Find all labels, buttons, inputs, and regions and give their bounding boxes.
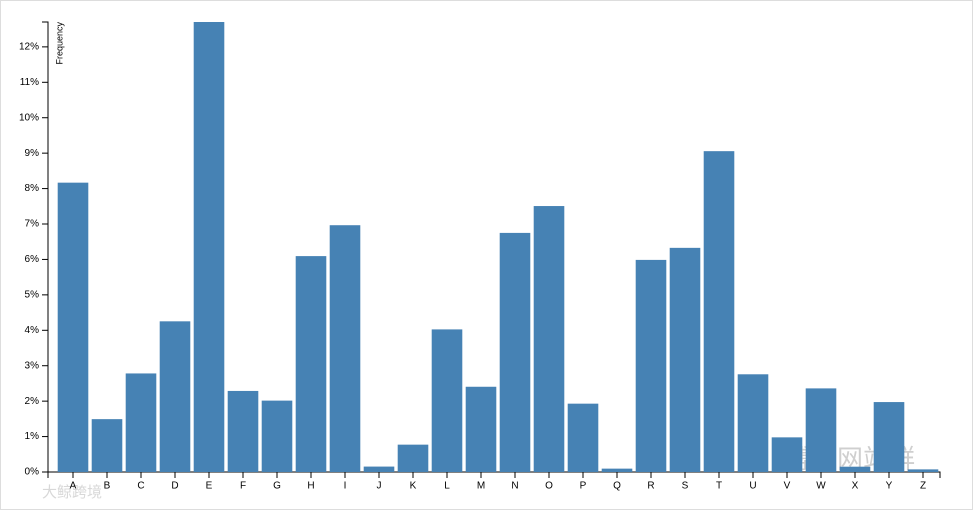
y-axis-label: Frequency (54, 22, 64, 65)
x-tick-label: X (852, 481, 859, 492)
bar (635, 259, 667, 472)
x-tick-label: G (273, 481, 281, 492)
y-tick-label: 5% (25, 290, 40, 301)
bar (805, 388, 837, 472)
x-tick-label: D (171, 481, 178, 492)
bar (261, 400, 293, 472)
y-tick-label: 2% (25, 396, 40, 407)
x-tick-label: T (716, 481, 722, 492)
bar (125, 373, 157, 472)
x-tick-label: B (104, 481, 111, 492)
x-tick-label: K (410, 481, 417, 492)
y-tick-label: 4% (25, 325, 40, 336)
x-tick-label: Z (920, 481, 926, 492)
y-tick-label: 11% (20, 77, 39, 88)
x-tick-label: P (580, 481, 587, 492)
x-tick-label: W (816, 481, 826, 492)
x-tick-label: M (477, 481, 485, 492)
bar (363, 466, 395, 472)
bar (397, 444, 429, 472)
bar (567, 403, 599, 472)
y-tick-label: 8% (25, 183, 40, 194)
bar (465, 386, 497, 472)
x-tick-label: N (511, 481, 518, 492)
bar (669, 247, 701, 472)
bar (329, 225, 361, 472)
x-tick-label: A (70, 481, 77, 492)
x-tick-label: L (444, 481, 450, 492)
y-tick-label: 3% (25, 360, 40, 371)
bar (737, 374, 769, 472)
x-tick-label: I (344, 481, 347, 492)
bar (431, 329, 463, 472)
bar (907, 469, 939, 472)
x-tick-label: Y (886, 481, 893, 492)
y-tick-label: 1% (25, 431, 40, 442)
bar (703, 151, 735, 472)
y-tick-label: 7% (25, 219, 40, 230)
bar (193, 22, 225, 472)
x-tick-label: U (749, 481, 756, 492)
bar (91, 419, 123, 472)
x-tick-label: S (682, 481, 689, 492)
bar (873, 402, 905, 472)
x-tick-label: H (307, 481, 314, 492)
x-tick-label: F (240, 481, 246, 492)
x-tick-label: V (784, 481, 791, 492)
x-tick-label: O (545, 481, 553, 492)
y-tick-label: 0% (25, 467, 40, 478)
bar (601, 468, 633, 472)
y-tick-label: 6% (25, 254, 40, 265)
bar (771, 437, 803, 472)
bar (227, 390, 259, 472)
bar (159, 321, 191, 472)
x-tick-label: C (137, 481, 144, 492)
x-tick-label: Q (613, 481, 621, 492)
x-tick-label: J (377, 481, 382, 492)
bar (499, 232, 531, 472)
y-tick-label: 9% (25, 148, 40, 159)
y-tick-label: 12% (19, 42, 39, 53)
bar (533, 206, 565, 472)
bar (57, 182, 89, 472)
x-tick-label: E (206, 481, 213, 492)
x-tick-label: R (647, 481, 654, 492)
bar (295, 256, 327, 472)
watermark: 大鲸跨境 (42, 483, 102, 501)
bar (839, 466, 871, 472)
y-tick-label: 10% (19, 112, 39, 123)
